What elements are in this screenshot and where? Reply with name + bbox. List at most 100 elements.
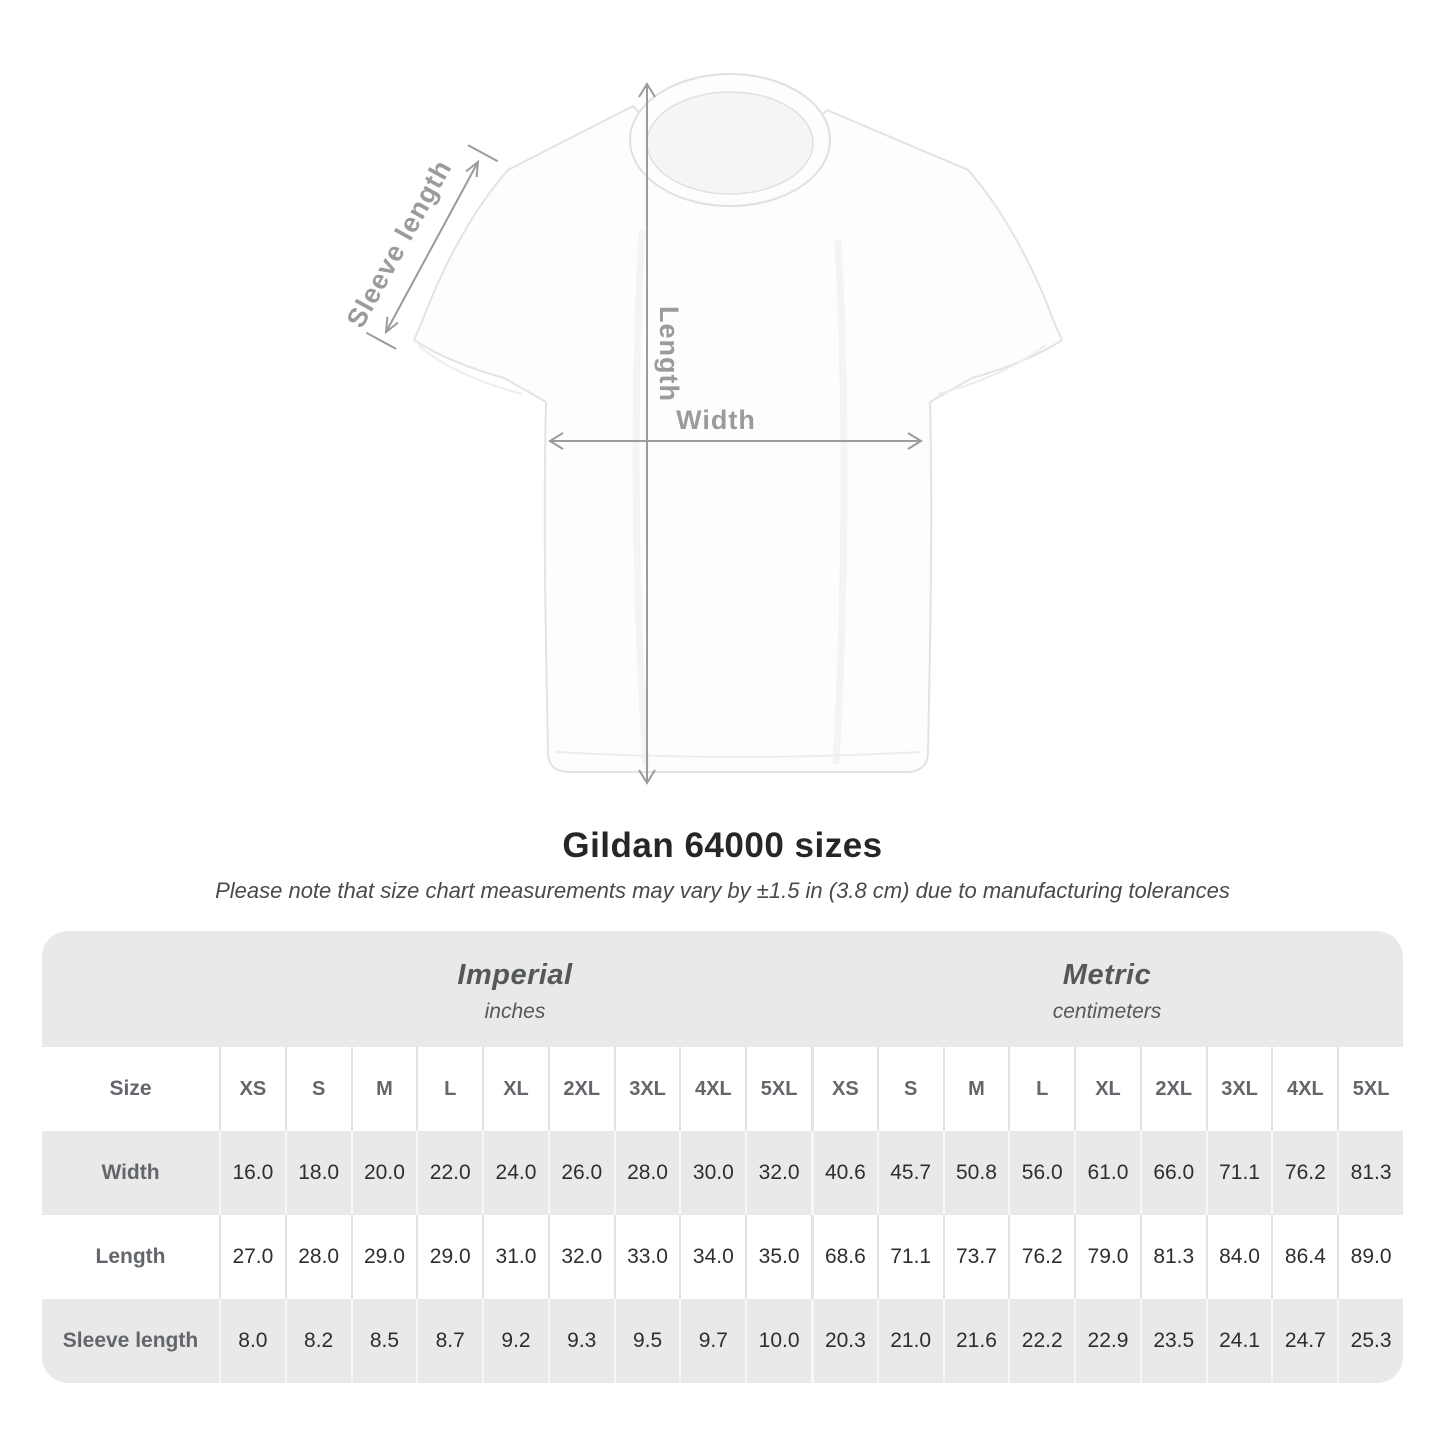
row-label: Length bbox=[95, 1245, 166, 1268]
table-row: Width 16.0 18.0 20.0 22.0 24.0 26.0 28.0 30.0 32.… bbox=[42, 1131, 1403, 1215]
table-cell: 66.0 bbox=[1139, 1131, 1206, 1215]
sleeve-seam bbox=[937, 344, 1047, 395]
column-header: XL bbox=[1074, 1047, 1140, 1131]
length-arrowhead-top bbox=[638, 82, 656, 98]
metric-title: Metric bbox=[1062, 958, 1152, 991]
column-header: 5XL bbox=[745, 1047, 811, 1131]
column-header: 3XL bbox=[613, 1047, 680, 1131]
table-cell: 81.3 bbox=[1337, 1131, 1403, 1215]
table-cell: 40.6 bbox=[811, 1131, 877, 1215]
table-cell: 28.0 bbox=[613, 1131, 680, 1215]
table-cell: 32.0 bbox=[547, 1215, 614, 1299]
table-cell: 9.2 bbox=[482, 1299, 548, 1383]
table-cell: 9.7 bbox=[679, 1299, 745, 1383]
fabric-fold bbox=[832, 239, 848, 765]
table-cell: 35.0 bbox=[745, 1215, 811, 1299]
table-cell: 45.7 bbox=[876, 1131, 943, 1215]
collar-inner bbox=[646, 91, 814, 195]
table-cell: 76.2 bbox=[1008, 1215, 1074, 1299]
size-table-rows: Size XS S M L XL 2XL 3XL 4XL 5XL XS S M L XL 2XL 3XL 4XL 5… bbox=[42, 1047, 1403, 1383]
table-cell: 8.2 bbox=[284, 1299, 351, 1383]
row-label: Width bbox=[101, 1161, 160, 1184]
table-cell: 56.0 bbox=[1008, 1131, 1074, 1215]
table-cell: 9.3 bbox=[547, 1299, 614, 1383]
width-arrowhead-left bbox=[548, 432, 564, 450]
table-cell: 29.0 bbox=[350, 1215, 417, 1299]
table-cell: 9.5 bbox=[613, 1299, 680, 1383]
column-header: XL bbox=[482, 1047, 548, 1131]
table-cell: 33.0 bbox=[613, 1215, 680, 1299]
table-cell: 81.3 bbox=[1139, 1215, 1206, 1299]
imperial-unit: inches bbox=[484, 999, 546, 1023]
table-cell: 76.2 bbox=[1271, 1131, 1337, 1215]
metric-header: Metric centimeters bbox=[811, 931, 1403, 1047]
tshirt-body bbox=[412, 104, 1064, 773]
table-row: Sleeve length 8.0 8.2 8.5 8.7 9.2 9.3 9.5 9.7 10.… bbox=[42, 1299, 1403, 1383]
table-cell: 84.0 bbox=[1205, 1215, 1272, 1299]
band-spacer bbox=[42, 931, 219, 1047]
table-cell: 29.0 bbox=[416, 1215, 482, 1299]
table-cell: 61.0 bbox=[1074, 1131, 1140, 1215]
table-cell: 8.0 bbox=[219, 1299, 285, 1383]
column-header: L bbox=[1008, 1047, 1074, 1131]
table-cell: 50.8 bbox=[942, 1131, 1009, 1215]
table-header-band: Imperial inches Metric centimeters bbox=[42, 931, 1403, 1047]
imperial-header: Imperial inches bbox=[219, 931, 811, 1047]
table-cell: 22.0 bbox=[416, 1131, 482, 1215]
table-cell: 8.5 bbox=[350, 1299, 417, 1383]
table-cell: 25.3 bbox=[1337, 1299, 1403, 1383]
table-cell: 30.0 bbox=[679, 1131, 745, 1215]
table-cell: 24.7 bbox=[1271, 1299, 1337, 1383]
column-header: M bbox=[942, 1047, 1009, 1131]
column-header: 2XL bbox=[547, 1047, 614, 1131]
sleeve-end-cap-top bbox=[467, 144, 499, 163]
column-header: L bbox=[416, 1047, 482, 1131]
sleeve-arrowhead-bottom bbox=[384, 316, 399, 335]
table-cell: 21.6 bbox=[942, 1299, 1009, 1383]
sleeve-arrowhead-top bbox=[465, 159, 480, 178]
page-title: Gildan 64000 sizes bbox=[562, 826, 883, 865]
row-label: Sleeve length bbox=[62, 1329, 199, 1352]
table-cell: 27.0 bbox=[219, 1215, 285, 1299]
table-cell: 34.0 bbox=[679, 1215, 745, 1299]
size-corner-label: Size bbox=[109, 1077, 152, 1100]
table-cell: 68.6 bbox=[811, 1215, 877, 1299]
column-header: 5XL bbox=[1337, 1047, 1403, 1131]
column-header: 3XL bbox=[1205, 1047, 1272, 1131]
sleeve-arrow bbox=[385, 161, 479, 333]
table-cell: 89.0 bbox=[1337, 1215, 1403, 1299]
table-row: Length 27.0 28.0 29.0 29.0 31.0 32.0 33.0 34.0 35… bbox=[42, 1215, 1403, 1299]
table-cell: 24.0 bbox=[482, 1131, 548, 1215]
column-header: M bbox=[350, 1047, 417, 1131]
title-block: Gildan 64000 sizes Please note that size… bbox=[0, 826, 1445, 904]
table-cell: 31.0 bbox=[482, 1215, 548, 1299]
table-cell: 23.5 bbox=[1139, 1299, 1206, 1383]
table-cell: 8.7 bbox=[416, 1299, 482, 1383]
metric-unit: centimeters bbox=[1052, 999, 1162, 1023]
table-cell: 10.0 bbox=[745, 1299, 811, 1383]
column-header: XS bbox=[219, 1047, 285, 1131]
table-cell: 32.0 bbox=[745, 1131, 811, 1215]
table-cell: 28.0 bbox=[284, 1215, 351, 1299]
length-arrowhead-bottom bbox=[638, 769, 656, 785]
table-cell: 71.1 bbox=[876, 1215, 943, 1299]
fabric-fold bbox=[632, 229, 650, 767]
table-cell: 26.0 bbox=[547, 1131, 614, 1215]
table-cell: 24.1 bbox=[1205, 1299, 1272, 1383]
table-cell: 21.0 bbox=[876, 1299, 943, 1383]
sleeve-end-cap-bottom bbox=[365, 331, 397, 350]
tolerance-note: Please note that size chart measurements… bbox=[215, 878, 1230, 903]
table-cell: 20.0 bbox=[350, 1131, 417, 1215]
tshirt-measurement-figure: Sleeve length Length Width bbox=[341, 73, 1064, 785]
column-header: 4XL bbox=[1271, 1047, 1337, 1131]
table-cell: 79.0 bbox=[1074, 1215, 1140, 1299]
table-cell: 22.2 bbox=[1008, 1299, 1074, 1383]
length-label: Length bbox=[654, 306, 684, 402]
column-header: XS bbox=[811, 1047, 877, 1131]
table-cell: 86.4 bbox=[1271, 1215, 1337, 1299]
table-cell: 71.1 bbox=[1205, 1131, 1272, 1215]
column-header: S bbox=[284, 1047, 351, 1131]
table-row-size-headers: Size XS S M L XL 2XL 3XL 4XL 5XL XS S M L XL 2XL 3XL 4XL 5… bbox=[42, 1047, 1403, 1131]
column-header: 4XL bbox=[679, 1047, 745, 1131]
measurement-arrows bbox=[365, 82, 923, 785]
